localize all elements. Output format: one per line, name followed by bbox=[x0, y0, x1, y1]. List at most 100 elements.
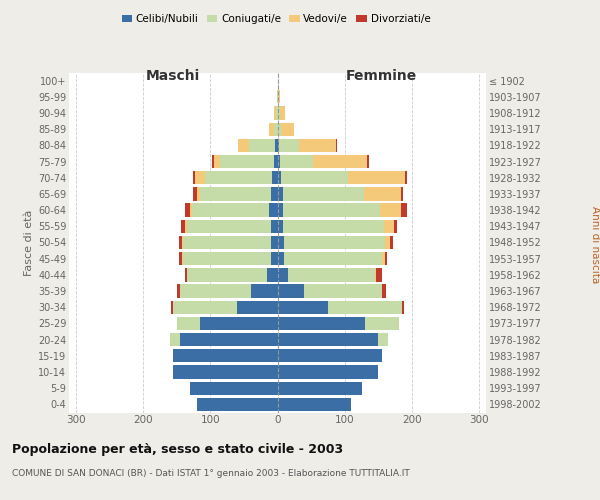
Bar bbox=[382, 252, 385, 266]
Bar bbox=[278, 90, 280, 104]
Bar bbox=[284, 236, 385, 249]
Bar bbox=[284, 252, 382, 266]
Bar bbox=[274, 155, 277, 168]
Text: Maschi: Maschi bbox=[146, 70, 200, 84]
Bar bbox=[375, 268, 376, 281]
Bar bbox=[173, 366, 277, 378]
Bar bbox=[283, 204, 380, 217]
Legend: Celibi/Nubili, Coniugati/e, Vedovi/e, Divorziati/e: Celibi/Nubili, Coniugati/e, Vedovi/e, Di… bbox=[118, 10, 434, 29]
Bar bbox=[182, 252, 184, 266]
Bar bbox=[277, 333, 379, 346]
Bar bbox=[380, 204, 401, 217]
Bar bbox=[271, 252, 277, 266]
Bar bbox=[170, 333, 180, 346]
Bar bbox=[280, 155, 313, 168]
Bar bbox=[385, 252, 387, 266]
Bar bbox=[274, 106, 276, 120]
Bar bbox=[402, 300, 404, 314]
Bar bbox=[237, 300, 277, 314]
Bar bbox=[187, 268, 268, 281]
Bar bbox=[277, 90, 278, 104]
Bar bbox=[365, 317, 398, 330]
Bar bbox=[190, 382, 277, 395]
Bar bbox=[220, 155, 274, 168]
Bar bbox=[197, 188, 200, 200]
Bar bbox=[271, 236, 277, 249]
Bar bbox=[268, 268, 277, 281]
Bar bbox=[193, 188, 197, 200]
Bar bbox=[200, 317, 277, 330]
Bar bbox=[382, 284, 386, 298]
Bar bbox=[195, 171, 205, 184]
Bar bbox=[184, 236, 271, 249]
Bar bbox=[251, 284, 277, 298]
Bar bbox=[401, 204, 407, 217]
Bar bbox=[299, 138, 336, 152]
Bar bbox=[287, 268, 375, 281]
Bar bbox=[238, 138, 248, 152]
Bar bbox=[277, 138, 279, 152]
Bar bbox=[277, 317, 365, 330]
Bar bbox=[271, 188, 277, 200]
Y-axis label: Fasce di età: Fasce di età bbox=[23, 210, 34, 276]
Bar bbox=[384, 220, 394, 233]
Bar bbox=[190, 204, 192, 217]
Bar bbox=[391, 236, 393, 249]
Bar bbox=[336, 138, 337, 152]
Bar bbox=[180, 284, 251, 298]
Bar bbox=[281, 171, 348, 184]
Bar bbox=[367, 155, 369, 168]
Bar bbox=[279, 138, 299, 152]
Bar bbox=[173, 349, 277, 362]
Bar bbox=[269, 204, 277, 217]
Bar bbox=[248, 138, 275, 152]
Bar bbox=[181, 220, 185, 233]
Bar bbox=[197, 398, 277, 411]
Bar bbox=[277, 366, 379, 378]
Bar bbox=[277, 171, 281, 184]
Bar bbox=[269, 122, 274, 136]
Bar bbox=[277, 382, 362, 395]
Bar bbox=[214, 155, 220, 168]
Bar bbox=[283, 220, 384, 233]
Bar bbox=[277, 155, 280, 168]
Bar bbox=[277, 106, 280, 120]
Bar bbox=[277, 300, 328, 314]
Bar bbox=[179, 236, 182, 249]
Bar bbox=[184, 252, 271, 266]
Bar bbox=[180, 333, 277, 346]
Bar bbox=[277, 188, 283, 200]
Bar bbox=[176, 284, 180, 298]
Bar bbox=[277, 268, 287, 281]
Bar bbox=[277, 349, 382, 362]
Text: Anni di nascita: Anni di nascita bbox=[590, 206, 600, 284]
Bar bbox=[277, 398, 352, 411]
Bar bbox=[171, 300, 173, 314]
Bar bbox=[283, 188, 364, 200]
Bar bbox=[385, 236, 391, 249]
Bar bbox=[376, 268, 382, 281]
Bar bbox=[394, 220, 397, 233]
Bar bbox=[281, 122, 295, 136]
Bar bbox=[277, 220, 283, 233]
Bar bbox=[328, 300, 402, 314]
Bar bbox=[176, 317, 200, 330]
Bar bbox=[276, 106, 277, 120]
Bar bbox=[277, 122, 281, 136]
Bar bbox=[277, 284, 304, 298]
Text: COMUNE DI SAN DONACI (BR) - Dati ISTAT 1° gennaio 2003 - Elaborazione TUTTITALIA: COMUNE DI SAN DONACI (BR) - Dati ISTAT 1… bbox=[12, 468, 410, 477]
Bar bbox=[304, 284, 382, 298]
Bar bbox=[192, 204, 269, 217]
Bar bbox=[401, 188, 403, 200]
Bar bbox=[275, 138, 277, 152]
Bar bbox=[277, 236, 284, 249]
Bar bbox=[173, 300, 237, 314]
Bar bbox=[182, 236, 184, 249]
Bar bbox=[200, 188, 271, 200]
Bar bbox=[277, 204, 283, 217]
Bar bbox=[364, 188, 401, 200]
Bar bbox=[271, 220, 277, 233]
Bar bbox=[313, 155, 367, 168]
Bar bbox=[185, 204, 190, 217]
Bar bbox=[205, 171, 272, 184]
